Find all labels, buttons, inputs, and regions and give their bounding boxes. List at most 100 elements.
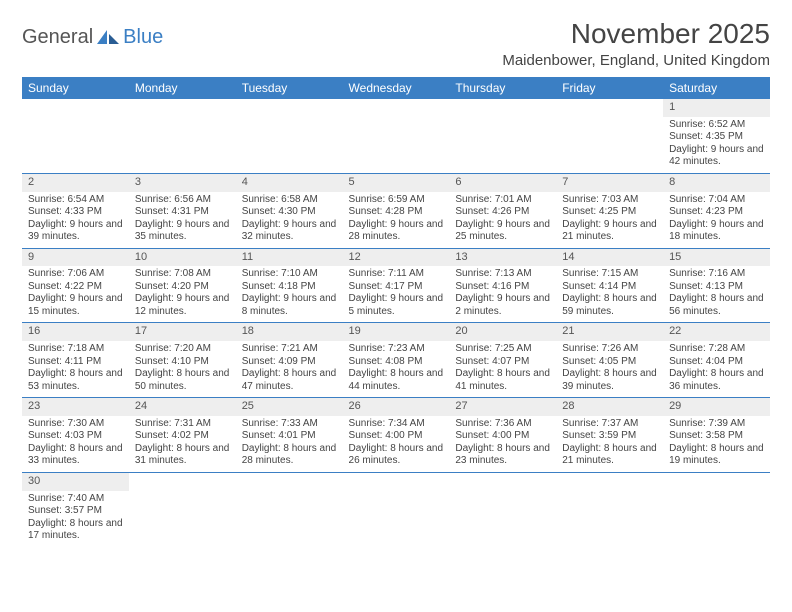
daylight-text: Daylight: 8 hours and 36 minutes. — [669, 368, 764, 393]
sunrise-text: Sunrise: 7:28 AM — [669, 343, 764, 356]
daylight-text: Daylight: 8 hours and 21 minutes. — [562, 443, 657, 468]
day-number: 24 — [129, 398, 236, 416]
sunset-text: Sunset: 3:58 PM — [669, 430, 764, 443]
brand-part1: General — [22, 26, 93, 49]
day-number: 18 — [236, 323, 343, 341]
sunrise-text: Sunrise: 6:58 AM — [242, 194, 337, 207]
day-number: 3 — [129, 174, 236, 192]
day-number: 15 — [663, 249, 770, 267]
calendar-day-cell: 28Sunrise: 7:37 AMSunset: 3:59 PMDayligh… — [556, 398, 663, 473]
page-header: General Blue November 2025 Maidenbower, … — [22, 18, 770, 69]
calendar-day-cell: 8Sunrise: 7:04 AMSunset: 4:23 PMDaylight… — [663, 173, 770, 248]
calendar-day-cell — [343, 99, 450, 173]
sunset-text: Sunset: 4:18 PM — [242, 281, 337, 294]
sunset-text: Sunset: 4:25 PM — [562, 206, 657, 219]
calendar-day-cell — [22, 99, 129, 173]
daylight-text: Daylight: 9 hours and 42 minutes. — [669, 144, 764, 169]
calendar-day-cell — [556, 472, 663, 546]
daylight-text: Daylight: 8 hours and 26 minutes. — [349, 443, 444, 468]
calendar-day-cell: 18Sunrise: 7:21 AMSunset: 4:09 PMDayligh… — [236, 323, 343, 398]
sunset-text: Sunset: 4:31 PM — [135, 206, 230, 219]
calendar-day-cell: 13Sunrise: 7:13 AMSunset: 4:16 PMDayligh… — [449, 248, 556, 323]
calendar-day-cell: 15Sunrise: 7:16 AMSunset: 4:13 PMDayligh… — [663, 248, 770, 323]
sunset-text: Sunset: 4:01 PM — [242, 430, 337, 443]
day-number: 27 — [449, 398, 556, 416]
day-details: Sunrise: 7:03 AMSunset: 4:25 PMDaylight:… — [556, 192, 663, 248]
sunrise-text: Sunrise: 6:52 AM — [669, 119, 764, 132]
day-number: 9 — [22, 249, 129, 267]
sunset-text: Sunset: 4:07 PM — [455, 356, 550, 369]
day-details: Sunrise: 7:40 AMSunset: 3:57 PMDaylight:… — [22, 491, 129, 547]
calendar-week-row: 23Sunrise: 7:30 AMSunset: 4:03 PMDayligh… — [22, 398, 770, 473]
daylight-text: Daylight: 8 hours and 23 minutes. — [455, 443, 550, 468]
daylight-text: Daylight: 8 hours and 41 minutes. — [455, 368, 550, 393]
sunrise-text: Sunrise: 7:20 AM — [135, 343, 230, 356]
day-number: 25 — [236, 398, 343, 416]
day-number: 30 — [22, 473, 129, 491]
calendar-day-cell: 20Sunrise: 7:25 AMSunset: 4:07 PMDayligh… — [449, 323, 556, 398]
sunset-text: Sunset: 4:08 PM — [349, 356, 444, 369]
sunset-text: Sunset: 3:59 PM — [562, 430, 657, 443]
sunrise-text: Sunrise: 7:13 AM — [455, 268, 550, 281]
calendar-day-cell: 2Sunrise: 6:54 AMSunset: 4:33 PMDaylight… — [22, 173, 129, 248]
calendar-day-cell: 7Sunrise: 7:03 AMSunset: 4:25 PMDaylight… — [556, 173, 663, 248]
day-number: 10 — [129, 249, 236, 267]
calendar-day-cell: 1Sunrise: 6:52 AMSunset: 4:35 PMDaylight… — [663, 99, 770, 173]
daylight-text: Daylight: 9 hours and 28 minutes. — [349, 219, 444, 244]
calendar-day-cell: 14Sunrise: 7:15 AMSunset: 4:14 PMDayligh… — [556, 248, 663, 323]
day-number: 19 — [343, 323, 450, 341]
day-details: Sunrise: 7:06 AMSunset: 4:22 PMDaylight:… — [22, 266, 129, 322]
calendar-day-cell: 26Sunrise: 7:34 AMSunset: 4:00 PMDayligh… — [343, 398, 450, 473]
month-title: November 2025 — [502, 18, 770, 50]
calendar-day-cell — [236, 472, 343, 546]
brand-part2: Blue — [123, 26, 163, 49]
sunset-text: Sunset: 4:23 PM — [669, 206, 764, 219]
day-number: 12 — [343, 249, 450, 267]
brand-logo: General Blue — [22, 18, 163, 49]
sunrise-text: Sunrise: 7:30 AM — [28, 418, 123, 431]
day-details: Sunrise: 7:10 AMSunset: 4:18 PMDaylight:… — [236, 266, 343, 322]
calendar-day-cell: 21Sunrise: 7:26 AMSunset: 4:05 PMDayligh… — [556, 323, 663, 398]
sunrise-text: Sunrise: 6:54 AM — [28, 194, 123, 207]
sunset-text: Sunset: 4:28 PM — [349, 206, 444, 219]
day-details: Sunrise: 7:01 AMSunset: 4:26 PMDaylight:… — [449, 192, 556, 248]
sunset-text: Sunset: 4:02 PM — [135, 430, 230, 443]
calendar-day-cell: 10Sunrise: 7:08 AMSunset: 4:20 PMDayligh… — [129, 248, 236, 323]
daylight-text: Daylight: 8 hours and 44 minutes. — [349, 368, 444, 393]
daylight-text: Daylight: 8 hours and 33 minutes. — [28, 443, 123, 468]
day-details: Sunrise: 7:04 AMSunset: 4:23 PMDaylight:… — [663, 192, 770, 248]
day-number: 28 — [556, 398, 663, 416]
calendar-week-row: 2Sunrise: 6:54 AMSunset: 4:33 PMDaylight… — [22, 173, 770, 248]
day-number: 14 — [556, 249, 663, 267]
day-details: Sunrise: 7:16 AMSunset: 4:13 PMDaylight:… — [663, 266, 770, 322]
sunset-text: Sunset: 4:20 PM — [135, 281, 230, 294]
day-number: 4 — [236, 174, 343, 192]
day-number: 1 — [663, 99, 770, 117]
day-number: 17 — [129, 323, 236, 341]
sunrise-text: Sunrise: 7:26 AM — [562, 343, 657, 356]
daylight-text: Daylight: 8 hours and 39 minutes. — [562, 368, 657, 393]
calendar-day-cell — [556, 99, 663, 173]
day-number: 16 — [22, 323, 129, 341]
sunset-text: Sunset: 4:05 PM — [562, 356, 657, 369]
calendar-day-cell: 16Sunrise: 7:18 AMSunset: 4:11 PMDayligh… — [22, 323, 129, 398]
sunrise-text: Sunrise: 6:56 AM — [135, 194, 230, 207]
day-details: Sunrise: 7:21 AMSunset: 4:09 PMDaylight:… — [236, 341, 343, 397]
daylight-text: Daylight: 8 hours and 19 minutes. — [669, 443, 764, 468]
daylight-text: Daylight: 9 hours and 8 minutes. — [242, 293, 337, 318]
title-block: November 2025 Maidenbower, England, Unit… — [502, 18, 770, 69]
day-details: Sunrise: 7:15 AMSunset: 4:14 PMDaylight:… — [556, 266, 663, 322]
calendar-day-cell: 22Sunrise: 7:28 AMSunset: 4:04 PMDayligh… — [663, 323, 770, 398]
sunrise-text: Sunrise: 7:34 AM — [349, 418, 444, 431]
day-details: Sunrise: 7:11 AMSunset: 4:17 PMDaylight:… — [343, 266, 450, 322]
sunrise-text: Sunrise: 7:31 AM — [135, 418, 230, 431]
sunrise-text: Sunrise: 7:36 AM — [455, 418, 550, 431]
sunrise-text: Sunrise: 7:06 AM — [28, 268, 123, 281]
sunrise-text: Sunrise: 6:59 AM — [349, 194, 444, 207]
calendar-week-row: 16Sunrise: 7:18 AMSunset: 4:11 PMDayligh… — [22, 323, 770, 398]
day-details: Sunrise: 7:34 AMSunset: 4:00 PMDaylight:… — [343, 416, 450, 472]
weekday-header: Sunday — [22, 77, 129, 99]
daylight-text: Daylight: 9 hours and 21 minutes. — [562, 219, 657, 244]
weekday-header-row: Sunday Monday Tuesday Wednesday Thursday… — [22, 77, 770, 99]
day-details: Sunrise: 7:08 AMSunset: 4:20 PMDaylight:… — [129, 266, 236, 322]
